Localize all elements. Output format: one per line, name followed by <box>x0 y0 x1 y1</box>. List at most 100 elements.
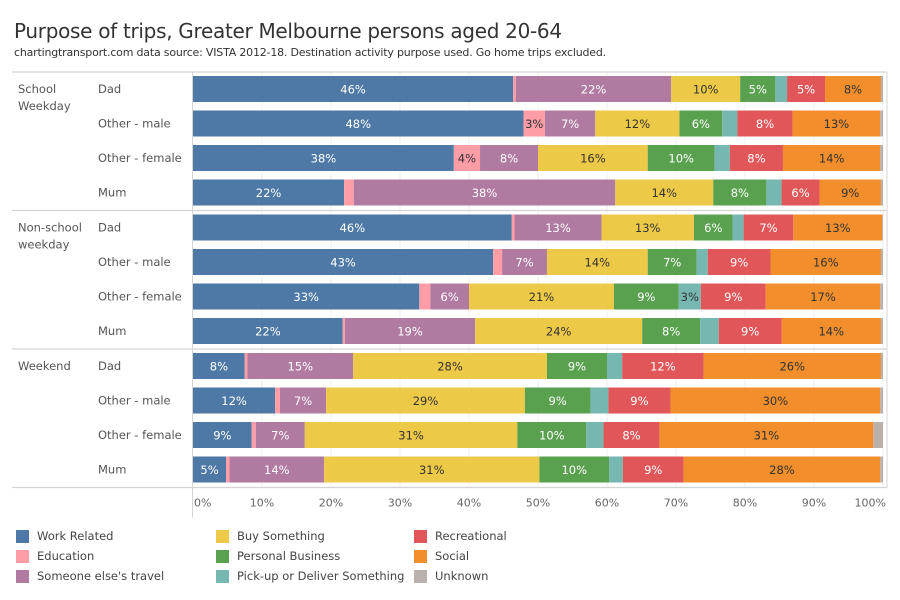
bar-segment <box>279 387 327 414</box>
bar-segment <box>193 422 252 448</box>
x-tick-label: 90% <box>802 497 826 510</box>
data-label: 8% <box>731 186 749 200</box>
legend-item[interactable]: Unknown <box>414 567 488 585</box>
bar-segment <box>193 179 345 206</box>
x-tick-label: 0% <box>194 497 211 510</box>
data-label: 7% <box>271 429 289 443</box>
legend-label: Social <box>435 549 470 563</box>
bar-segment <box>603 422 660 448</box>
bar-segment <box>700 318 719 344</box>
legend-item[interactable]: Someone else's travel <box>16 567 164 585</box>
bar-segment <box>251 422 256 448</box>
x-tick-label: 100% <box>855 497 886 510</box>
bar-segment <box>244 353 248 379</box>
bar-segment <box>609 456 623 483</box>
bar-segment <box>880 387 883 414</box>
data-label: 3% <box>525 117 543 131</box>
data-label: 16% <box>813 256 839 270</box>
legend-swatch <box>414 529 427 543</box>
bar-segment <box>703 353 881 379</box>
data-label: 8% <box>500 152 518 166</box>
bar-segment <box>538 145 648 171</box>
row-label: Mum <box>98 186 126 200</box>
data-label: 6% <box>704 221 722 235</box>
legend-item[interactable]: Education <box>16 547 94 565</box>
row-label: Dad <box>98 221 121 235</box>
row-label: Other - male <box>98 394 171 408</box>
data-label: 10% <box>539 429 565 443</box>
data-label: 31% <box>754 429 780 443</box>
bar-segment <box>683 456 881 483</box>
bar-segment <box>670 387 881 414</box>
data-label: 8% <box>756 117 774 131</box>
data-label: 9% <box>730 256 748 270</box>
bar-segment <box>787 76 826 102</box>
x-tick-label: 40% <box>457 497 481 510</box>
legend-item[interactable]: Buy Something <box>216 527 325 545</box>
data-label: 5% <box>200 463 218 477</box>
x-tick-label: 60% <box>595 497 619 510</box>
row-label: Other - female <box>98 290 182 304</box>
bar-segment <box>193 214 512 241</box>
data-label: 13% <box>824 117 850 131</box>
data-label: 9% <box>841 186 859 200</box>
legend-label: Pick-up or Deliver Something <box>237 569 405 583</box>
data-label: 14% <box>819 152 845 166</box>
data-label: 9% <box>549 394 567 408</box>
data-label: 7% <box>515 256 533 270</box>
legend-item[interactable]: Recreational <box>414 527 507 545</box>
data-label: 9% <box>637 290 655 304</box>
bar-segment <box>480 145 538 171</box>
row-label: Other - female <box>98 151 182 165</box>
legend-swatch <box>16 549 29 563</box>
legend-swatch <box>216 569 229 583</box>
bar-segment <box>873 422 883 448</box>
data-label: 7% <box>294 394 312 408</box>
data-label: 9% <box>724 290 742 304</box>
data-label: 6% <box>791 186 809 200</box>
bar-segment <box>647 145 715 171</box>
data-label: 8% <box>662 325 680 339</box>
data-label: 9% <box>644 463 662 477</box>
data-label: 30% <box>763 394 789 408</box>
data-label: 7% <box>759 221 777 235</box>
bar-segment <box>304 422 518 448</box>
bar-segment <box>696 249 708 275</box>
bar-segment <box>193 76 514 102</box>
bar-segment <box>544 110 596 137</box>
bar-segment <box>590 387 609 414</box>
legend-label: Education <box>37 549 95 563</box>
data-label: 8% <box>210 360 228 374</box>
x-tick-label: 70% <box>664 497 688 510</box>
bar-segment <box>880 456 883 483</box>
bar-segment <box>765 283 881 310</box>
bar-segment <box>880 283 883 310</box>
bar-segment <box>793 214 883 241</box>
bar-segment <box>782 145 881 171</box>
legend-label: Someone else's travel <box>37 569 165 583</box>
data-label: 3% <box>681 290 699 304</box>
bar-segment <box>229 456 325 483</box>
chart-subtitle: chartingtransport.com data source: VISTA… <box>14 46 606 59</box>
bar-segment <box>601 214 694 241</box>
group-label: School Weekday <box>18 82 71 113</box>
data-label: 46% <box>340 83 366 97</box>
bar-segment <box>693 214 733 241</box>
bar-segment <box>193 110 524 137</box>
bar-segment <box>622 353 704 379</box>
bar-segment <box>880 353 883 379</box>
legend-swatch <box>414 549 427 563</box>
row-label: Dad <box>98 359 121 373</box>
group-label: Non-school weekday <box>18 221 82 252</box>
data-label: 22% <box>255 325 281 339</box>
bar-segment <box>671 76 741 102</box>
legend-item[interactable]: Pick-up or Deliver Something <box>216 567 404 585</box>
data-label: 46% <box>340 221 366 235</box>
legend-swatch <box>216 529 229 543</box>
legend-item[interactable]: Personal Business <box>216 547 340 565</box>
legend-item[interactable]: Social <box>414 547 469 565</box>
bar-segment <box>193 456 227 483</box>
data-label: 28% <box>437 360 463 374</box>
data-label: 15% <box>288 360 314 374</box>
legend-item[interactable]: Work Related <box>16 527 113 545</box>
